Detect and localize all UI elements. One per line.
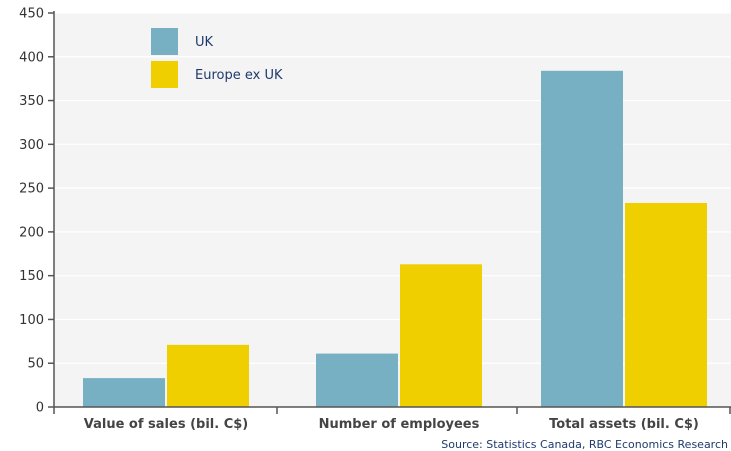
axes (48, 11, 731, 414)
y-tick-labels: 0 50 100 150 200 250 300 350 400 450 (19, 7, 44, 416)
y-tick-label: 400 (19, 50, 44, 65)
y-tick-label: 300 (19, 138, 44, 153)
legend-label: UK (195, 35, 214, 50)
legend: UK Europe ex UK (151, 28, 283, 88)
legend-label: Europe ex UK (195, 68, 283, 83)
x-category-label: Value of sales (bil. C$) (84, 417, 249, 432)
bar-europe-ex-uk-1 (400, 264, 482, 407)
y-tick-label: 350 (19, 94, 44, 109)
bar-uk-1 (316, 353, 398, 407)
x-category-label: Total assets (bil. C$) (549, 417, 699, 432)
legend-swatch (151, 61, 178, 88)
y-tick-label: 450 (19, 7, 44, 22)
y-tick-label: 150 (19, 269, 44, 284)
category-labels: Value of sales (bil. C$) Number of employ… (84, 417, 699, 432)
bars (83, 70, 707, 407)
bar-uk-2 (541, 70, 623, 407)
source-note: Source: Statistics Canada, RBC Economics… (441, 438, 728, 451)
x-category-label: Number of employees (319, 417, 480, 432)
y-tick-label: 250 (19, 182, 44, 197)
bar-europe-ex-uk-2 (625, 202, 707, 407)
y-tick-label: 200 (19, 225, 44, 240)
bar-uk-0 (83, 378, 165, 407)
bar-europe-ex-uk-0 (167, 344, 249, 407)
y-tick-label: 50 (27, 357, 44, 372)
y-tick-label: 100 (19, 313, 44, 328)
y-tick-label: 0 (36, 401, 44, 416)
legend-swatch (151, 28, 178, 55)
